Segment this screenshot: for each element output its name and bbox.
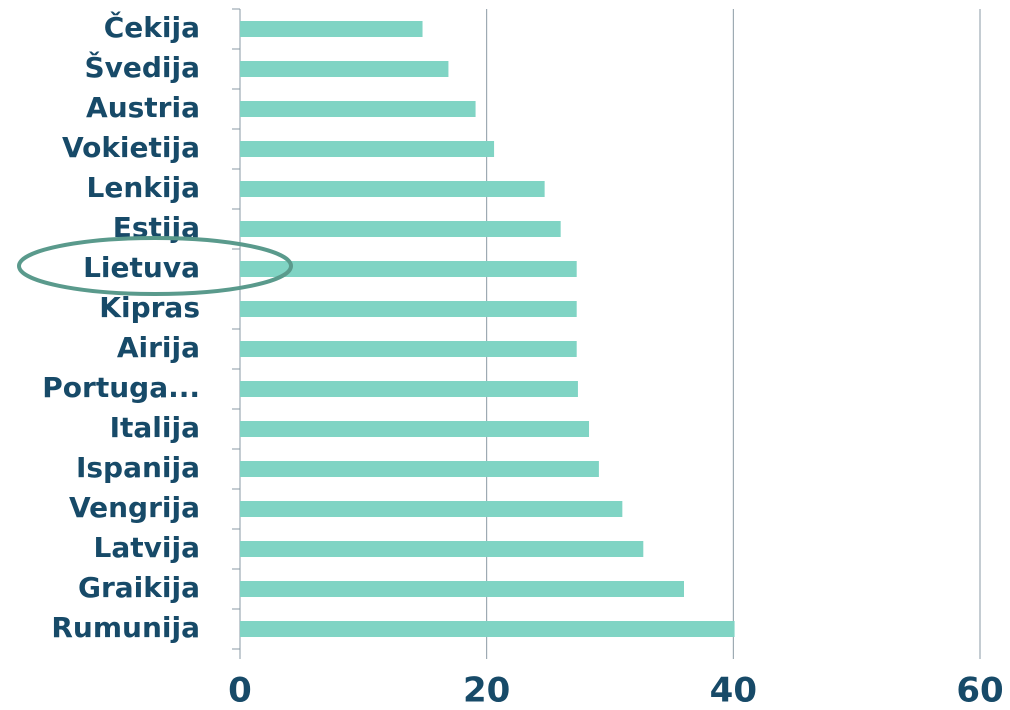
highlight-ellipse	[17, 236, 293, 296]
y-tick-label: Švedija	[84, 50, 200, 84]
y-tick-label: Čekija	[104, 10, 200, 44]
x-tick-label: 20	[463, 671, 510, 710]
y-tick-label: Lenkija	[87, 171, 200, 204]
y-tick-label: Graikija	[78, 571, 200, 604]
y-tick-label: Latvija	[94, 531, 200, 564]
bar	[240, 21, 423, 37]
bar	[240, 261, 577, 277]
bar	[240, 181, 545, 197]
bar	[240, 461, 599, 477]
bar	[240, 101, 476, 117]
y-tick-label: Ispanija	[76, 451, 200, 484]
bar	[240, 421, 590, 437]
y-tick-label: Vengrija	[69, 491, 200, 524]
bar	[240, 381, 578, 397]
bar	[240, 61, 449, 77]
bar	[240, 501, 623, 517]
y-tick-label: Italija	[110, 411, 200, 444]
y-tick-label: Austria	[86, 91, 200, 124]
y-tick-label: Portuga...	[42, 371, 200, 404]
bar	[240, 581, 684, 597]
y-tick-label: Lietuva	[83, 251, 200, 284]
x-tick-label: 0	[228, 671, 252, 710]
bar	[240, 621, 735, 637]
bar	[240, 301, 577, 317]
bar	[240, 141, 495, 157]
y-tick-label: Rumunija	[51, 611, 200, 644]
bar	[240, 541, 644, 557]
bar	[240, 221, 561, 237]
x-tick-label: 40	[710, 671, 757, 710]
bar	[240, 341, 577, 357]
y-tick-label: Airija	[117, 331, 200, 364]
y-tick-label: Kipras	[99, 291, 200, 324]
y-tick-label: Vokietija	[62, 131, 200, 164]
x-tick-label: 60	[956, 671, 1003, 710]
